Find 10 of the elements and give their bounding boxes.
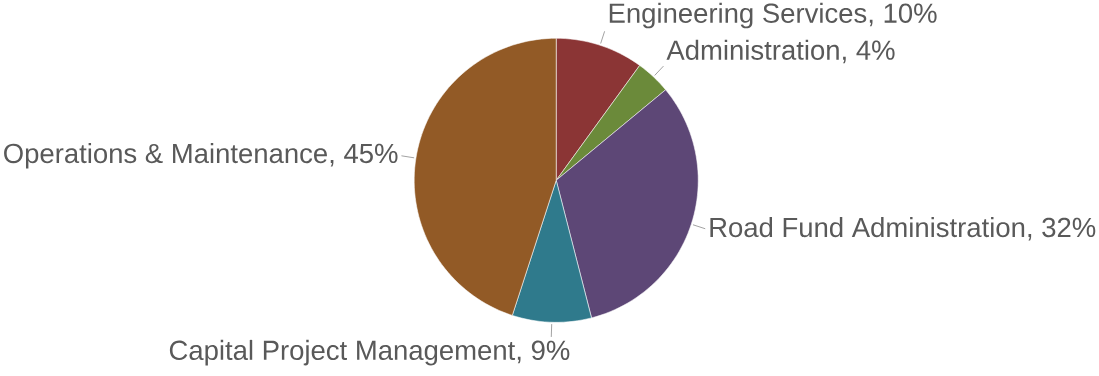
- slice-label: Engineering Services: [609, 2, 867, 29]
- data-label: , 45%: [330, 143, 398, 167]
- slice-label: Capital Project Management: [169, 339, 516, 366]
- data-label: , 4%: [843, 40, 895, 63]
- slice-label: Road Fund Administration: [710, 216, 1025, 238]
- data-label: , 32%: [1028, 217, 1096, 241]
- slice-label: Operations & Maintenance: [4, 142, 327, 169]
- data-label: , 9%: [517, 340, 570, 364]
- slice-label: Administration: [666, 39, 839, 60]
- data-label: , 10%: [869, 3, 937, 26]
